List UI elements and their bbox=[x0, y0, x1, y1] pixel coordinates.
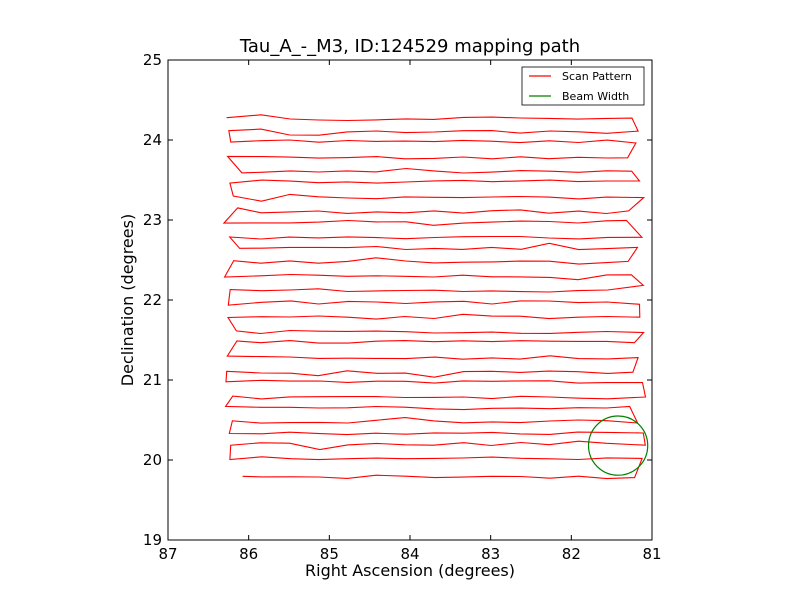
chart-title: Tau_A_-_M3, ID:124529 mapping path bbox=[239, 36, 580, 57]
y-axis-label: Declination (degrees) bbox=[118, 214, 137, 386]
y-axis: 19 20 21 22 23 24 25 bbox=[143, 51, 652, 549]
legend[interactable]: Scan Pattern Beam Width bbox=[521, 66, 645, 106]
y-tick-label: 20 bbox=[143, 451, 162, 469]
legend-beam-label: Beam Width bbox=[562, 90, 629, 103]
y-tick-label: 24 bbox=[143, 131, 162, 149]
legend-scan-label: Scan Pattern bbox=[562, 70, 632, 83]
legend-box bbox=[521, 66, 645, 106]
x-tick-label: 81 bbox=[642, 545, 661, 563]
x-tick-label: 86 bbox=[239, 545, 258, 563]
x-tick-label: 85 bbox=[320, 545, 339, 563]
x-tick-label: 82 bbox=[562, 545, 581, 563]
y-tick-label: 23 bbox=[143, 211, 162, 229]
plot-area bbox=[167, 59, 653, 541]
y-tick-label: 25 bbox=[143, 51, 162, 69]
x-tick-label: 83 bbox=[481, 545, 500, 563]
x-tick-label: 87 bbox=[158, 545, 177, 563]
x-tick-label: 84 bbox=[400, 545, 419, 563]
y-tick-label: 22 bbox=[143, 291, 162, 309]
x-axis-label: Right Ascension (degrees) bbox=[305, 561, 515, 580]
scan-pattern-line bbox=[222, 114, 647, 480]
scan-pattern-series bbox=[222, 114, 647, 480]
y-tick-label: 19 bbox=[143, 531, 162, 549]
x-axis: 87 86 85 84 83 82 81 bbox=[158, 60, 662, 563]
y-tick-label: 21 bbox=[143, 371, 162, 389]
beam-width-circle bbox=[587, 415, 649, 476]
